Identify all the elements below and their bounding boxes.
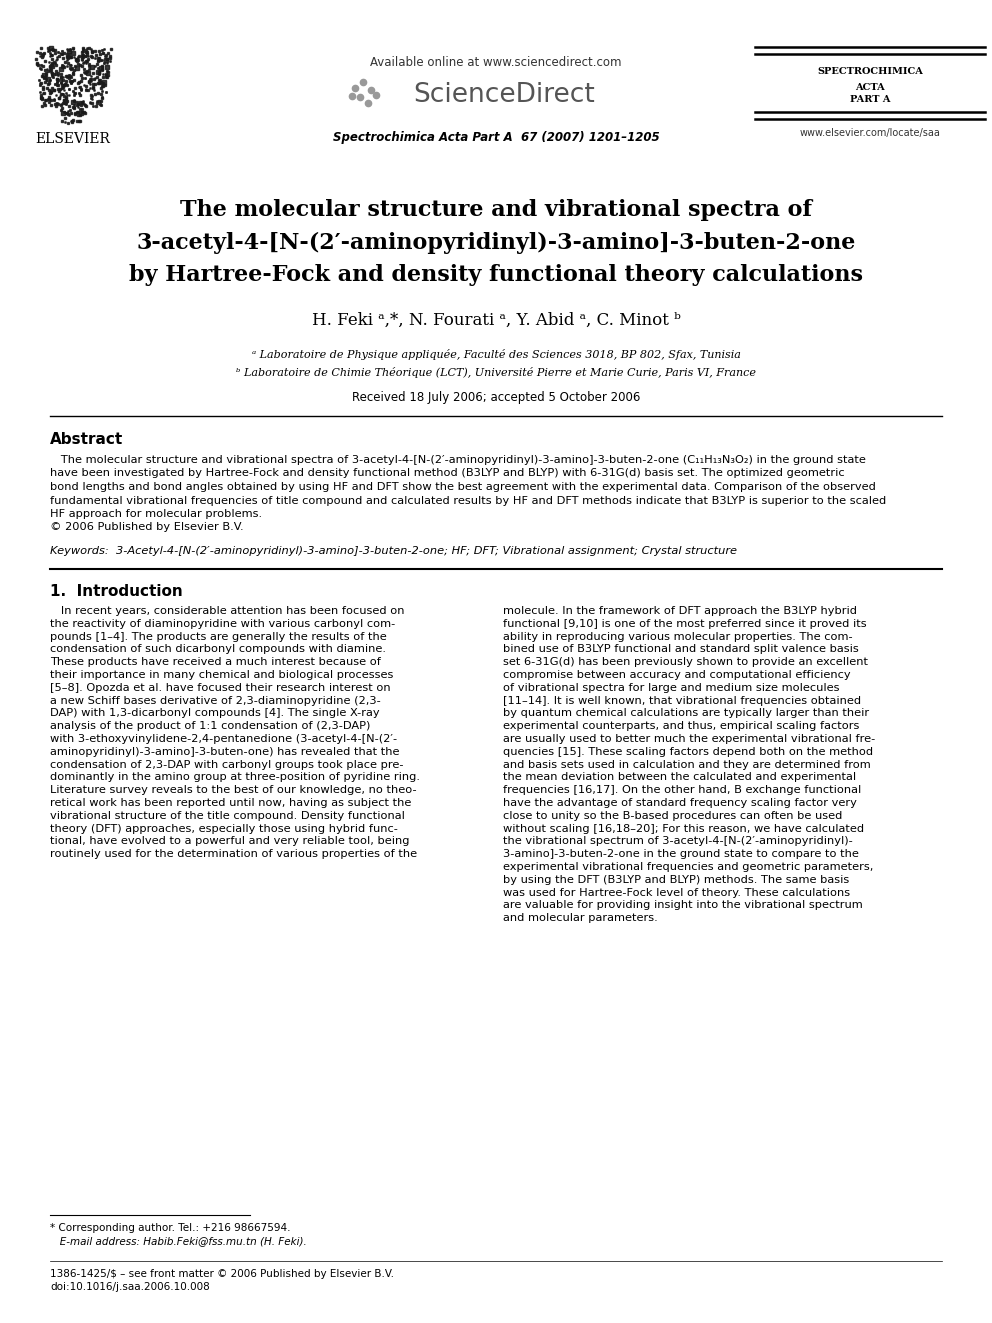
Text: doi:10.1016/j.saa.2006.10.008: doi:10.1016/j.saa.2006.10.008 — [50, 1282, 209, 1293]
Text: quencies [15]. These scaling factors depend both on the method: quencies [15]. These scaling factors dep… — [503, 746, 873, 757]
Text: analysis of the product of 1:1 condensation of (2,3-DAP): analysis of the product of 1:1 condensat… — [50, 721, 370, 732]
Text: was used for Hartree-Fock level of theory. These calculations: was used for Hartree-Fock level of theor… — [503, 888, 850, 897]
Text: theory (DFT) approaches, especially those using hybrid func-: theory (DFT) approaches, especially thos… — [50, 824, 398, 833]
Text: experimental counterparts, and thus, empirical scaling factors: experimental counterparts, and thus, emp… — [503, 721, 859, 732]
Text: HF approach for molecular problems.: HF approach for molecular problems. — [50, 509, 262, 519]
Text: aminopyridinyl)-3-amino]-3-buten-one) has revealed that the: aminopyridinyl)-3-amino]-3-buten-one) ha… — [50, 746, 400, 757]
Text: of vibrational spectra for large and medium size molecules: of vibrational spectra for large and med… — [503, 683, 839, 693]
Text: a new Schiff bases derivative of 2,3-diaminopyridine (2,3-: a new Schiff bases derivative of 2,3-dia… — [50, 696, 381, 705]
Text: by quantum chemical calculations are typically larger than their: by quantum chemical calculations are typ… — [503, 708, 869, 718]
Text: molecule. In the framework of DFT approach the B3LYP hybrid: molecule. In the framework of DFT approa… — [503, 606, 857, 617]
Text: Received 18 July 2006; accepted 5 October 2006: Received 18 July 2006; accepted 5 Octobe… — [352, 392, 640, 405]
Text: by using the DFT (B3LYP and BLYP) methods. The same basis: by using the DFT (B3LYP and BLYP) method… — [503, 875, 849, 885]
Text: These products have received a much interest because of: These products have received a much inte… — [50, 658, 381, 667]
Text: ᵃ Laboratoire de Physique appliquée, Faculté des Sciences 3018, BP 802, Sfax, Tu: ᵃ Laboratoire de Physique appliquée, Fac… — [252, 349, 740, 360]
Text: fundamental vibrational frequencies of title compound and calculated results by : fundamental vibrational frequencies of t… — [50, 496, 886, 505]
Text: close to unity so the B-based procedures can often be used: close to unity so the B-based procedures… — [503, 811, 842, 820]
Text: ScienceDirect: ScienceDirect — [413, 82, 595, 108]
Text: ᵇ Laboratoire de Chimie Théorique (LCT), Université Pierre et Marie Curie, Paris: ᵇ Laboratoire de Chimie Théorique (LCT),… — [236, 366, 756, 377]
Text: have the advantage of standard frequency scaling factor very: have the advantage of standard frequency… — [503, 798, 857, 808]
Text: DAP) with 1,3-dicarbonyl compounds [4]. The single X-ray: DAP) with 1,3-dicarbonyl compounds [4]. … — [50, 708, 380, 718]
Text: 3-amino]-3-buten-2-one in the ground state to compare to the: 3-amino]-3-buten-2-one in the ground sta… — [503, 849, 859, 859]
Text: and molecular parameters.: and molecular parameters. — [503, 913, 658, 923]
Text: compromise between accuracy and computational efficiency: compromise between accuracy and computat… — [503, 669, 850, 680]
Text: set 6-31G(d) has been previously shown to provide an excellent: set 6-31G(d) has been previously shown t… — [503, 658, 868, 667]
Text: by Hartree-Fock and density functional theory calculations: by Hartree-Fock and density functional t… — [129, 265, 863, 286]
Text: Available online at www.sciencedirect.com: Available online at www.sciencedirect.co… — [370, 56, 622, 69]
Text: the vibrational spectrum of 3-acetyl-4-[N-(2′-aminopyridinyl)-: the vibrational spectrum of 3-acetyl-4-[… — [503, 836, 853, 847]
Text: frequencies [16,17]. On the other hand, B exchange functional: frequencies [16,17]. On the other hand, … — [503, 785, 861, 795]
Text: ACTA: ACTA — [855, 82, 885, 91]
Text: 1386-1425/$ – see front matter © 2006 Published by Elsevier B.V.: 1386-1425/$ – see front matter © 2006 Pu… — [50, 1269, 394, 1279]
Text: condensation of 2,3-DAP with carbonyl groups took place pre-: condensation of 2,3-DAP with carbonyl gr… — [50, 759, 404, 770]
Text: Abstract: Abstract — [50, 433, 123, 447]
Text: condensation of such dicarbonyl compounds with diamine.: condensation of such dicarbonyl compound… — [50, 644, 386, 655]
Text: the mean deviation between the calculated and experimental: the mean deviation between the calculate… — [503, 773, 856, 782]
Text: 3-acetyl-4-[N-(2′-aminopyridinyl)-3-amino]-3-buten-2-one: 3-acetyl-4-[N-(2′-aminopyridinyl)-3-amin… — [136, 232, 856, 254]
Text: with 3-ethoxyvinylidene-2,4-pentanedione (3-acetyl-4-[N-(2′-: with 3-ethoxyvinylidene-2,4-pentanedione… — [50, 734, 397, 744]
Text: vibrational structure of the title compound. Density functional: vibrational structure of the title compo… — [50, 811, 405, 820]
Text: [11–14]. It is well known, that vibrational frequencies obtained: [11–14]. It is well known, that vibratio… — [503, 696, 861, 705]
Text: www.elsevier.com/locate/saa: www.elsevier.com/locate/saa — [800, 128, 940, 138]
Text: the reactivity of diaminopyridine with various carbonyl com-: the reactivity of diaminopyridine with v… — [50, 619, 395, 628]
Text: bond lengths and bond angles obtained by using HF and DFT show the best agreemen: bond lengths and bond angles obtained by… — [50, 482, 876, 492]
Text: tional, have evolved to a powerful and very reliable tool, being: tional, have evolved to a powerful and v… — [50, 836, 410, 847]
Text: ability in reproducing various molecular properties. The com-: ability in reproducing various molecular… — [503, 631, 853, 642]
Text: and basis sets used in calculation and they are determined from: and basis sets used in calculation and t… — [503, 759, 871, 770]
Text: routinely used for the determination of various properties of the: routinely used for the determination of … — [50, 849, 417, 859]
Text: * Corresponding author. Tel.: +216 98667594.: * Corresponding author. Tel.: +216 98667… — [50, 1222, 291, 1233]
Text: without scaling [16,18–20]; For this reason, we have calculated: without scaling [16,18–20]; For this rea… — [503, 824, 864, 833]
Text: ELSEVIER: ELSEVIER — [36, 132, 110, 146]
Text: The molecular structure and vibrational spectra of: The molecular structure and vibrational … — [180, 198, 812, 221]
Text: are usually used to better much the experimental vibrational fre-: are usually used to better much the expe… — [503, 734, 875, 744]
Text: H. Feki ᵃ,*, N. Fourati ᵃ, Y. Abid ᵃ, C. Minot ᵇ: H. Feki ᵃ,*, N. Fourati ᵃ, Y. Abid ᵃ, C.… — [311, 311, 681, 328]
Text: bined use of B3LYP functional and standard split valence basis: bined use of B3LYP functional and standa… — [503, 644, 859, 655]
Text: their importance in many chemical and biological processes: their importance in many chemical and bi… — [50, 669, 394, 680]
Text: Keywords:  3-Acetyl-4-[N-(2′-aminopyridinyl)-3-amino]-3-buten-2-one; HF; DFT; Vi: Keywords: 3-Acetyl-4-[N-(2′-aminopyridin… — [50, 546, 737, 556]
Text: are valuable for providing insight into the vibrational spectrum: are valuable for providing insight into … — [503, 901, 863, 910]
Text: retical work has been reported until now, having as subject the: retical work has been reported until now… — [50, 798, 412, 808]
Text: have been investigated by Hartree-Fock and density functional method (B3LYP and : have been investigated by Hartree-Fock a… — [50, 468, 844, 479]
Text: Spectrochimica Acta Part A  67 (2007) 1201–1205: Spectrochimica Acta Part A 67 (2007) 120… — [332, 131, 660, 143]
Text: 1.  Introduction: 1. Introduction — [50, 583, 183, 598]
Text: In recent years, considerable attention has been focused on: In recent years, considerable attention … — [50, 606, 405, 617]
Text: pounds [1–4]. The products are generally the results of the: pounds [1–4]. The products are generally… — [50, 631, 387, 642]
Text: [5–8]. Opozda et al. have focused their research interest on: [5–8]. Opozda et al. have focused their … — [50, 683, 391, 693]
Text: experimental vibrational frequencies and geometric parameters,: experimental vibrational frequencies and… — [503, 863, 873, 872]
Text: E-mail address: Habib.Feki@fss.mu.tn (H. Feki).: E-mail address: Habib.Feki@fss.mu.tn (H.… — [50, 1236, 307, 1246]
Text: SPECTROCHIMICA: SPECTROCHIMICA — [817, 67, 923, 77]
Text: © 2006 Published by Elsevier B.V.: © 2006 Published by Elsevier B.V. — [50, 523, 244, 532]
Text: The molecular structure and vibrational spectra of 3-acetyl-4-[N-(2′-aminopyridi: The molecular structure and vibrational … — [50, 455, 866, 464]
Text: Literature survey reveals to the best of our knowledge, no theo-: Literature survey reveals to the best of… — [50, 785, 417, 795]
Text: functional [9,10] is one of the most preferred since it proved its: functional [9,10] is one of the most pre… — [503, 619, 867, 628]
Bar — [28, 44, 118, 128]
Text: dominantly in the amino group at three-position of pyridine ring.: dominantly in the amino group at three-p… — [50, 773, 420, 782]
Text: PART A: PART A — [850, 95, 890, 105]
